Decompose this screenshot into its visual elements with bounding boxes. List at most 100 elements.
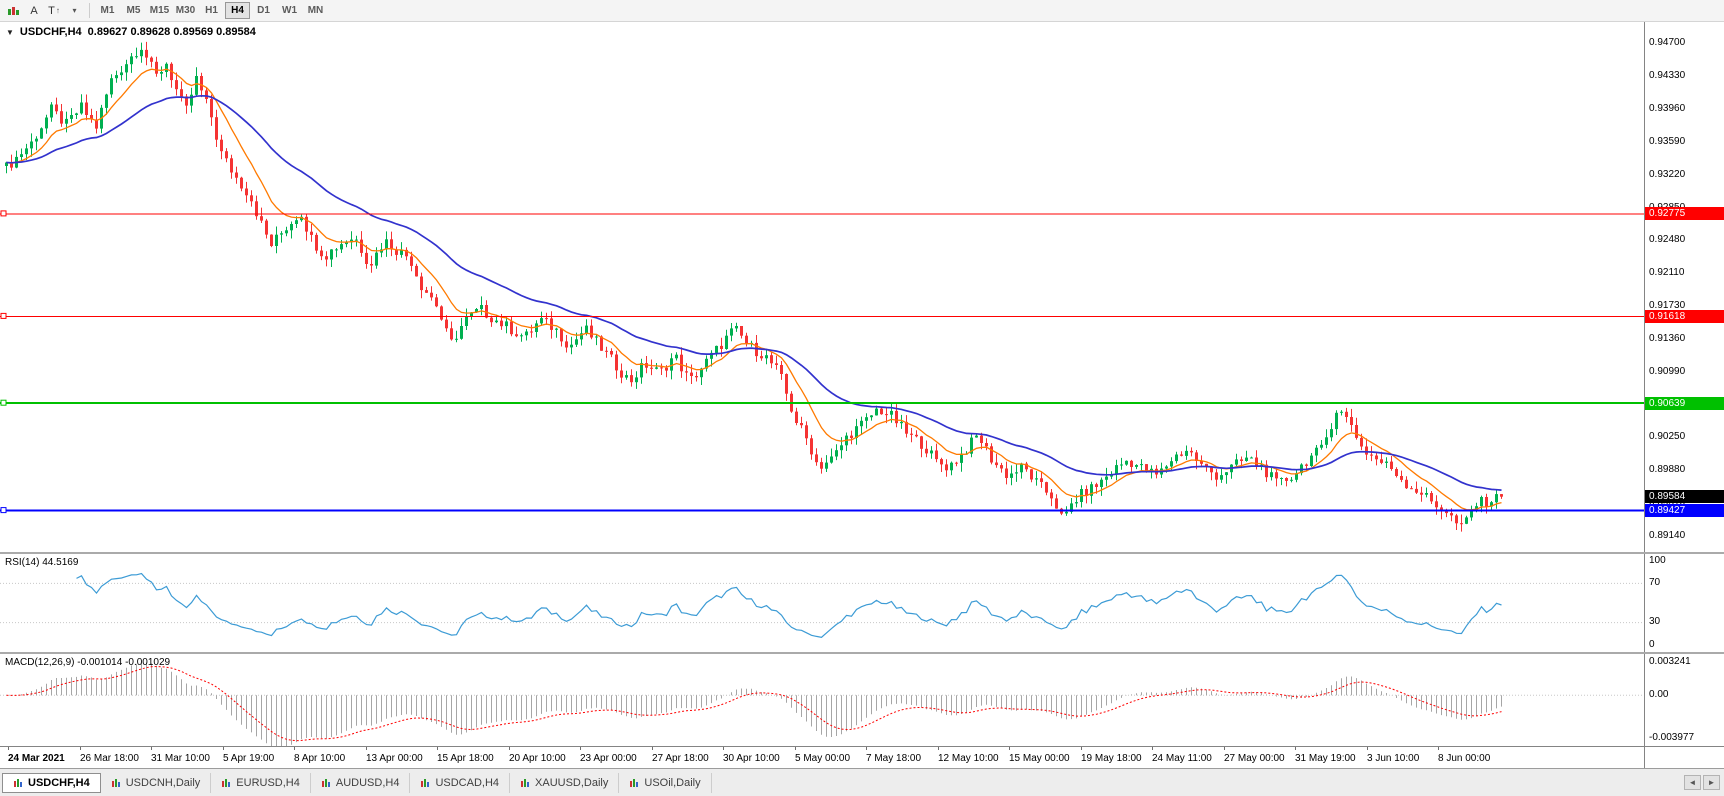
chart-icon (521, 778, 530, 787)
panel-splitter[interactable] (0, 652, 1724, 654)
time-axis-label: 27 Apr 18:00 (652, 753, 709, 764)
ma-slow-line (6, 94, 1502, 491)
ma-fast-line (6, 68, 1502, 511)
price-axis-label: 0.92110 (1649, 267, 1685, 278)
time-axis-label: 24 May 11:00 (1152, 753, 1212, 764)
chart-tab-usoil-daily[interactable]: USOil,Daily (619, 772, 712, 793)
time-tick (1152, 747, 1153, 750)
toolbar-separator (89, 3, 90, 18)
timeframe-button-m5[interactable]: M5 (121, 2, 146, 19)
tab-label: USOil,Daily (644, 776, 701, 789)
chevron-down-icon: ▾ (72, 6, 77, 15)
time-axis-label: 8 Apr 10:00 (294, 753, 346, 764)
tabs-scroll-left-button[interactable]: ◄ (1684, 775, 1701, 790)
line-handle[interactable] (0, 210, 7, 217)
price-axis-label: 0.94700 (1649, 37, 1686, 48)
line-handle[interactable] (0, 507, 7, 514)
price-axis-label: 0.91730 (1649, 300, 1686, 311)
price-tag: 0.91618 (1645, 310, 1724, 323)
chart-tab-usdchf-h4[interactable]: USDCHF,H4 (2, 772, 101, 793)
time-tick (151, 747, 152, 750)
text-tool-icon: A (30, 4, 38, 17)
draw-tools-dropdown-button[interactable]: ▾ (64, 2, 84, 20)
tab-scroll-buttons: ◄ ► (1684, 775, 1720, 790)
text-label-tool-button[interactable]: T ↑ (44, 2, 64, 20)
symbol-label: USDCHF,H4 (19, 26, 82, 38)
timeframe-button-d1[interactable]: D1 (251, 2, 276, 19)
line-handle[interactable] (0, 399, 7, 406)
chart-tab-usdcad-h4[interactable]: USDCAD,H4 (410, 772, 511, 793)
chart-tab-usdcnh-daily[interactable]: USDCNH,Daily (101, 772, 212, 793)
rsi-axis: 100 70 30 0 (1644, 554, 1724, 652)
panel-splitter[interactable] (0, 552, 1724, 554)
time-axis-label: 20 Apr 10:00 (509, 753, 566, 764)
macd-axis-label: 0.003241 (1649, 656, 1691, 667)
time-tick (795, 747, 796, 750)
price-axis-label: 0.90990 (1649, 366, 1686, 377)
chart-icon (321, 778, 330, 787)
time-tick (509, 747, 510, 750)
time-tick (294, 747, 295, 750)
chart-tab-xauusd-daily[interactable]: XAUUSD,Daily (510, 772, 620, 793)
time-axis-label: 31 May 19:00 (1295, 753, 1356, 764)
chart-tab-bar: USDCHF,H4 USDCNH,Daily EURUSD,H4 AUDUSD,H4 U… (0, 768, 1724, 796)
time-axis[interactable]: 24 Mar 2021 26 Mar 18:00 31 Mar 10:00 5 Apr… (0, 746, 1644, 768)
time-tick (938, 747, 939, 750)
price-tag: 0.89584 (1645, 490, 1724, 503)
chart-tab-audusd-h4[interactable]: AUDUSD,H4 (311, 772, 411, 793)
time-tick (223, 747, 224, 750)
time-axis-label: 31 Mar 10:00 (151, 753, 210, 764)
time-tick (1009, 747, 1010, 750)
time-axis-label: 3 Jun 10:00 (1367, 753, 1420, 764)
price-axis-label: 0.92480 (1649, 234, 1686, 245)
macd-panel[interactable] (0, 654, 1644, 746)
timeframe-button-m1[interactable]: M1 (95, 2, 120, 19)
chart-icon (222, 778, 231, 787)
rsi-axis-label: 70 (1649, 577, 1661, 588)
price-chart[interactable] (0, 22, 1644, 552)
line-handle[interactable] (0, 312, 7, 319)
time-tick (1367, 747, 1368, 750)
tab-label: USDCNH,Daily (125, 776, 201, 789)
collapse-icon[interactable]: ▼ (6, 27, 14, 37)
text-tool-button[interactable]: A (24, 2, 44, 20)
macd-axis: 0.003241 0.00 -0.003977 (1644, 654, 1724, 746)
timeframe-button-mn[interactable]: MN (303, 2, 328, 19)
tab-label: AUDUSD,H4 (335, 776, 400, 789)
timeframe-button-m15[interactable]: M15 (147, 2, 172, 19)
rsi-panel[interactable] (0, 554, 1644, 652)
tabs-scroll-right-button[interactable]: ► (1703, 775, 1720, 790)
price-axis[interactable]: 0.947000.943300.939600.935900.932200.928… (1644, 22, 1724, 552)
timeframe-button-m30[interactable]: M30 (173, 2, 198, 19)
timeframe-button-h4[interactable]: H4 (225, 2, 250, 19)
timeframe-button-h1[interactable]: H1 (199, 2, 224, 19)
timeframe-button-w1[interactable]: W1 (277, 2, 302, 19)
time-tick (366, 747, 367, 750)
toolbar: A T ↑ ▾ M1 M5 M15 M30 H1 H4 D1 W1 MN (0, 0, 1724, 22)
macd-axis-label: 0.00 (1649, 689, 1669, 700)
rsi-line (76, 572, 1502, 638)
time-tick (437, 747, 438, 750)
tab-label: USDCAD,H4 (435, 776, 500, 789)
up-arrow-icon: ↑ (55, 6, 60, 15)
time-tick (8, 747, 9, 750)
chart-icon (14, 778, 22, 787)
price-tag: 0.92775 (1645, 207, 1724, 220)
rsi-axis-label: 0 (1649, 639, 1655, 650)
chart-tabs: USDCHF,H4 USDCNH,Daily EURUSD,H4 AUDUSD,H4 U… (2, 772, 712, 793)
price-axis-label: 0.89880 (1649, 464, 1686, 475)
chart-tab-eurusd-h4[interactable]: EURUSD,H4 (211, 772, 311, 793)
rsi-label: RSI(14) 44.5169 (5, 557, 79, 568)
price-tag: 0.90639 (1645, 397, 1724, 410)
time-axis-label: 13 Apr 00:00 (366, 753, 423, 764)
price-axis-label: 0.94330 (1649, 70, 1686, 81)
price-axis-label: 0.89140 (1649, 530, 1686, 541)
new-chart-icon (8, 6, 19, 15)
price-tag: 0.89427 (1645, 504, 1724, 517)
new-chart-button[interactable] (4, 2, 24, 20)
time-axis-label: 19 May 18:00 (1081, 753, 1142, 764)
time-axis-label: 5 Apr 19:00 (223, 753, 275, 764)
ohlc-quote: 0.89627 0.89628 0.89569 0.89584 (87, 26, 256, 38)
time-tick (1295, 747, 1296, 750)
